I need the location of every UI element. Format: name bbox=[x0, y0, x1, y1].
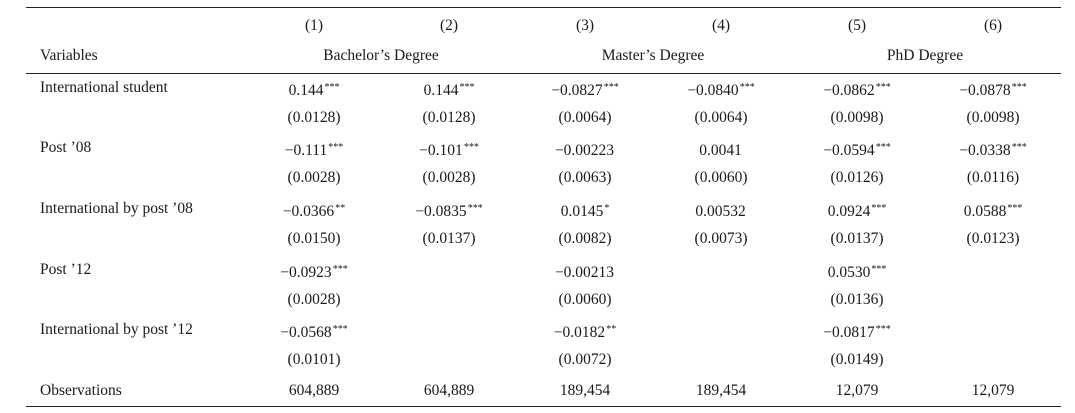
header-rule bbox=[26, 73, 1061, 74]
row-label: International student bbox=[40, 79, 168, 96]
coefficient-value: −0.0840 bbox=[687, 82, 739, 99]
bottom-rule bbox=[26, 406, 1061, 407]
coefficient-value: −0.0568 bbox=[280, 324, 332, 341]
significance-stars: ** bbox=[606, 324, 617, 335]
significance-stars: *** bbox=[875, 324, 891, 335]
coefficient-value: 0.0924 bbox=[827, 203, 871, 220]
row-label: Post ’12 bbox=[40, 261, 92, 278]
row-label: International by post ’12 bbox=[40, 321, 193, 338]
coefficient-value: −0.0338 bbox=[959, 142, 1011, 159]
significance-stars: *** bbox=[332, 324, 348, 335]
top-rule bbox=[26, 7, 1061, 8]
coefficient-value: −0.00223 bbox=[554, 142, 615, 159]
coefficient-value: 0.0588 bbox=[963, 203, 1007, 220]
significance-stars: *** bbox=[332, 264, 348, 275]
coefficient-value: −0.00213 bbox=[554, 264, 615, 281]
significance-stars: *** bbox=[603, 82, 619, 93]
coefficient-value: −0.101 bbox=[419, 142, 463, 159]
coefficient-value: −0.0835 bbox=[415, 203, 467, 220]
variables-header: Variables bbox=[40, 47, 98, 64]
significance-stars: *** bbox=[328, 142, 344, 153]
coefficient-value: −0.0817 bbox=[823, 324, 875, 341]
significance-stars: *** bbox=[871, 203, 887, 214]
significance-stars: ** bbox=[335, 203, 346, 214]
row-label: International by post ’08 bbox=[40, 200, 193, 217]
significance-stars: *** bbox=[463, 142, 479, 153]
coefficient-value: 0.144 bbox=[288, 82, 324, 99]
significance-stars: *** bbox=[875, 142, 891, 153]
significance-stars: * bbox=[604, 203, 610, 214]
observations-label: Observations bbox=[40, 382, 122, 399]
coefficient-value: 0.0145 bbox=[560, 203, 604, 220]
significance-stars: *** bbox=[1007, 203, 1023, 214]
significance-stars: *** bbox=[1011, 82, 1027, 93]
coefficient-value: −0.0827 bbox=[551, 82, 603, 99]
coefficient-value: −0.0594 bbox=[823, 142, 875, 159]
significance-stars: *** bbox=[467, 203, 483, 214]
coefficient-value: −0.0182 bbox=[553, 324, 606, 341]
row-label: Post ’08 bbox=[40, 139, 92, 156]
significance-stars: *** bbox=[1011, 142, 1027, 153]
coefficient-value: 0.0530 bbox=[827, 264, 871, 281]
coefficient-value: 0.144 bbox=[423, 82, 459, 99]
coefficient-value: −0.0366 bbox=[282, 203, 335, 220]
significance-stars: *** bbox=[324, 82, 340, 93]
significance-stars: *** bbox=[739, 82, 755, 93]
coefficient-value: −0.0923 bbox=[280, 264, 332, 281]
significance-stars: *** bbox=[459, 82, 475, 93]
significance-stars: *** bbox=[871, 264, 887, 275]
coefficient-value: 0.0041 bbox=[699, 142, 742, 159]
coefficient-value: −0.0862 bbox=[823, 82, 875, 99]
coefficient-value: 0.00532 bbox=[695, 203, 746, 220]
coefficient-value: −0.111 bbox=[284, 142, 328, 159]
significance-stars: *** bbox=[875, 82, 891, 93]
coefficient-value: −0.0878 bbox=[959, 82, 1011, 99]
